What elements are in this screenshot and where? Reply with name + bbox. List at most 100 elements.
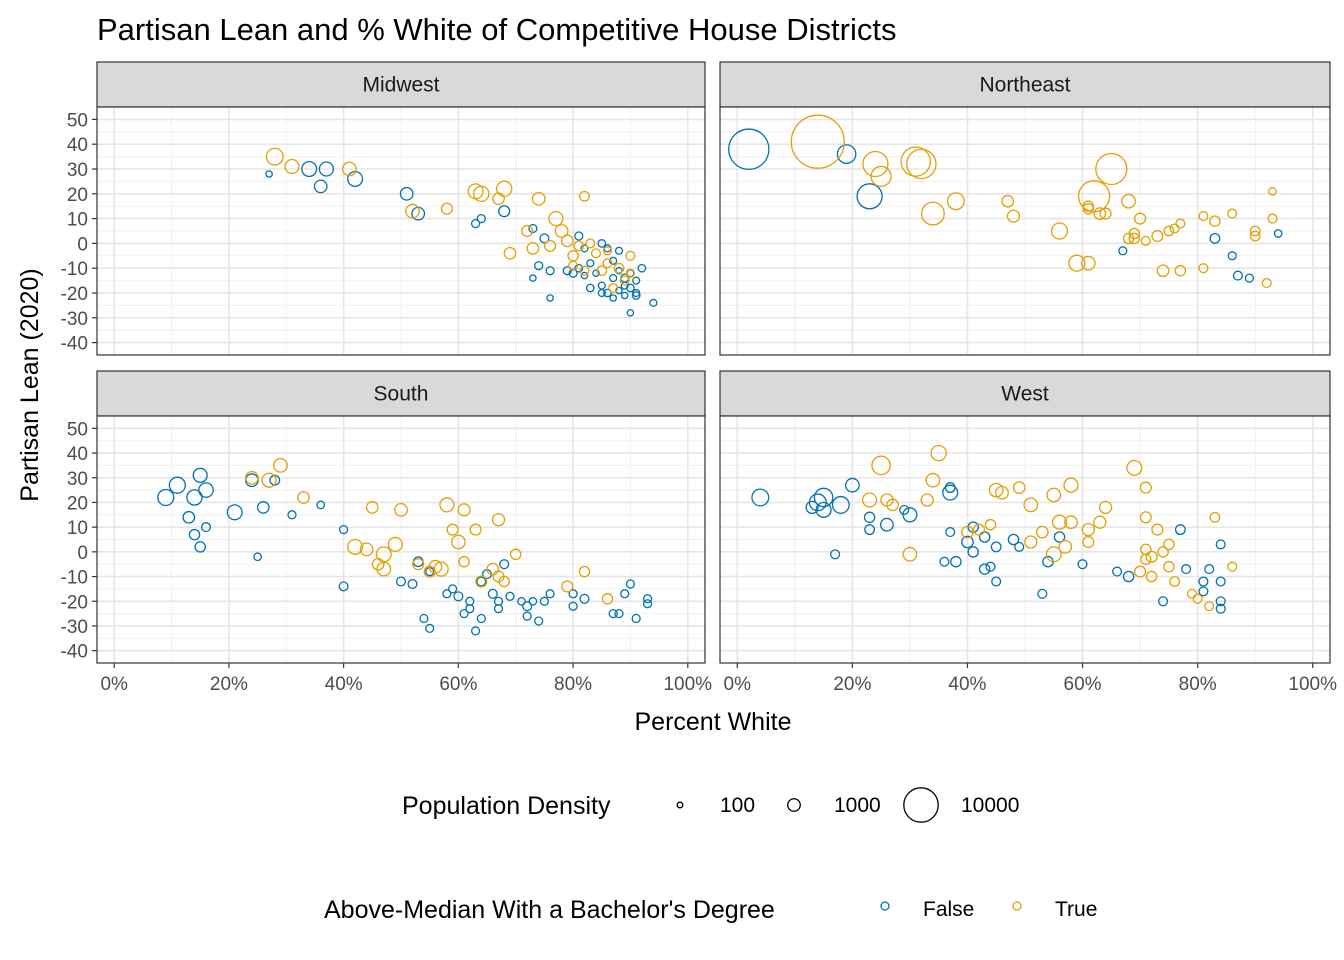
- data-point: [545, 589, 555, 599]
- data-point: [1001, 194, 1015, 208]
- data-point: [574, 263, 584, 273]
- data-point: [609, 256, 618, 265]
- data-point: [395, 576, 407, 587]
- data-point: [579, 265, 590, 276]
- data-point: [273, 458, 288, 473]
- data-point: [603, 288, 612, 298]
- panel-border: [96, 106, 706, 356]
- y-tick-label: 30: [67, 469, 88, 490]
- data-point: [830, 549, 841, 560]
- data-point: [495, 180, 513, 198]
- size-legend: Population Density 100 1000 10000: [402, 787, 1019, 823]
- data-point: [1157, 546, 1169, 558]
- data-point: [602, 258, 613, 269]
- data-point: [637, 263, 647, 273]
- data-point: [626, 308, 635, 317]
- data-point: [522, 611, 532, 621]
- y-tick-label: 50: [67, 419, 88, 440]
- data-point: [1209, 511, 1221, 523]
- data-point: [447, 584, 458, 594]
- data-point: [625, 579, 636, 589]
- data-point: [649, 298, 658, 308]
- data-point: [1232, 270, 1243, 281]
- data-point: [1140, 553, 1152, 566]
- data-point: [863, 511, 876, 524]
- data-point: [407, 578, 418, 590]
- data-point: [861, 492, 878, 508]
- data-point: [1145, 550, 1158, 563]
- data-point: [805, 500, 819, 515]
- data-point: [642, 594, 653, 604]
- y-tick-label: -40: [61, 334, 88, 355]
- data-point: [561, 580, 574, 593]
- data-point: [1215, 603, 1226, 614]
- data-point: [1227, 208, 1238, 219]
- x-tick-label: 0%: [100, 674, 128, 695]
- data-point: [906, 148, 937, 180]
- data-point: [498, 575, 510, 588]
- data-point: [625, 268, 636, 278]
- y-tick-label: 0: [77, 234, 88, 255]
- data-point: [476, 576, 487, 587]
- data-point: [991, 576, 1002, 587]
- data-point: [200, 522, 212, 533]
- x-tick-label: 20%: [210, 674, 248, 695]
- data-point: [1163, 225, 1175, 237]
- data-point: [1181, 564, 1192, 575]
- data-point: [1118, 246, 1128, 256]
- data-point: [534, 261, 544, 271]
- data-point: [580, 271, 589, 280]
- data-point: [1082, 202, 1095, 215]
- data-point: [458, 555, 470, 568]
- data-point: [1215, 576, 1226, 587]
- data-point: [405, 203, 420, 219]
- data-point: [1095, 152, 1128, 186]
- data-point: [609, 273, 618, 283]
- data-point: [342, 161, 357, 177]
- data-point: [592, 269, 600, 278]
- data-point: [899, 504, 910, 515]
- x-tick-label: 60%: [1064, 674, 1102, 695]
- data-point: [546, 294, 554, 302]
- data-point: [1151, 229, 1164, 243]
- data-point: [1198, 576, 1209, 587]
- data-point: [487, 588, 498, 599]
- color-legend-key: [1012, 901, 1022, 911]
- data-point: [419, 613, 429, 624]
- data-point: [1273, 229, 1283, 238]
- data-point: [1268, 186, 1277, 196]
- data-point: [469, 523, 482, 536]
- data-point: [990, 541, 1002, 553]
- data-point: [433, 561, 449, 577]
- data-point: [902, 546, 918, 562]
- data-point: [1050, 222, 1069, 240]
- size-legend-keys: 100 1000 10000: [676, 787, 1019, 823]
- data-point: [1112, 566, 1123, 577]
- data-point: [560, 234, 574, 248]
- data-point: [597, 281, 606, 290]
- facet-panel: Northeast: [719, 61, 1331, 356]
- data-point: [580, 244, 589, 253]
- data-point: [1163, 538, 1175, 551]
- axes: -40 -30 -20 -10 0 10 20 30 40 50 -40 -30 -20 -10 0 10 20…: [61, 110, 1338, 695]
- data-point: [157, 488, 175, 507]
- data-point: [226, 504, 243, 521]
- data-point: [574, 231, 584, 241]
- data-point: [902, 507, 918, 523]
- data-point: [1063, 477, 1079, 493]
- data-point: [1215, 539, 1226, 550]
- data-point: [978, 531, 991, 543]
- data-point: [265, 170, 273, 178]
- data-point: [1121, 193, 1136, 209]
- color-legend: Above-Median With a Bachelor's Degree Fa…: [324, 896, 1097, 924]
- data-point: [425, 623, 435, 634]
- data-point: [1099, 207, 1112, 220]
- data-point: [585, 283, 595, 293]
- data-point: [1093, 515, 1107, 529]
- data-point: [365, 501, 379, 514]
- data-point: [568, 601, 578, 611]
- data-point: [925, 472, 941, 488]
- data-point: [1169, 576, 1181, 587]
- data-point: [626, 283, 635, 293]
- data-point: [615, 286, 623, 295]
